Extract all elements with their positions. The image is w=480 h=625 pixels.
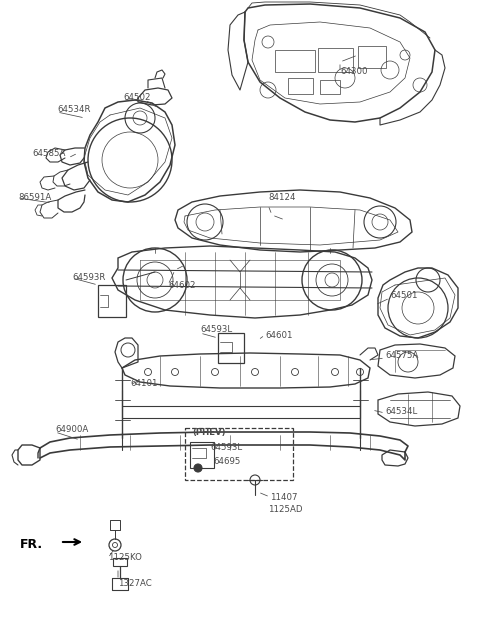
Text: 84124: 84124 bbox=[268, 194, 296, 202]
Bar bbox=[98, 285, 126, 317]
Text: 64585A: 64585A bbox=[32, 149, 65, 158]
Bar bbox=[190, 442, 214, 468]
Bar bbox=[218, 333, 244, 363]
Text: 1125KO: 1125KO bbox=[108, 552, 142, 561]
Text: 64534L: 64534L bbox=[385, 408, 417, 416]
Text: 64601: 64601 bbox=[265, 331, 292, 339]
Text: 64101: 64101 bbox=[130, 379, 157, 388]
Circle shape bbox=[194, 464, 202, 472]
Text: (PHEV): (PHEV) bbox=[192, 428, 226, 436]
Text: 64602: 64602 bbox=[168, 281, 195, 289]
Text: 64695: 64695 bbox=[213, 458, 240, 466]
Text: 11407: 11407 bbox=[270, 492, 298, 501]
Text: 64575A: 64575A bbox=[385, 351, 419, 359]
Bar bbox=[320, 80, 340, 94]
Bar bbox=[113, 558, 127, 566]
Text: 64593R: 64593R bbox=[72, 274, 106, 282]
Text: FR.: FR. bbox=[20, 539, 43, 551]
Text: 86591A: 86591A bbox=[18, 194, 51, 202]
Text: 64593L: 64593L bbox=[210, 442, 242, 451]
Bar bbox=[275, 50, 315, 72]
Text: 64593L: 64593L bbox=[200, 326, 232, 334]
Text: 1327AC: 1327AC bbox=[118, 579, 152, 587]
Text: 64900A: 64900A bbox=[55, 426, 88, 434]
Text: 64534R: 64534R bbox=[57, 106, 91, 114]
Text: 64502: 64502 bbox=[123, 94, 151, 102]
Bar bbox=[358, 46, 386, 68]
Text: 1125AD: 1125AD bbox=[268, 506, 302, 514]
Bar bbox=[318, 48, 353, 72]
Text: 64300: 64300 bbox=[340, 68, 368, 76]
Text: 64501: 64501 bbox=[390, 291, 418, 299]
Bar bbox=[288, 78, 313, 94]
Bar bbox=[185, 428, 293, 480]
